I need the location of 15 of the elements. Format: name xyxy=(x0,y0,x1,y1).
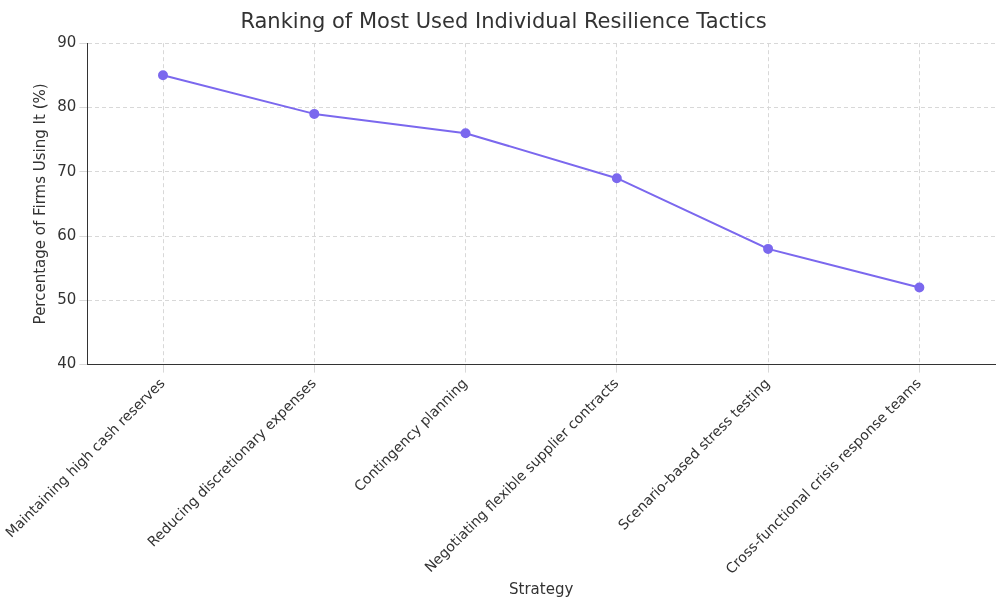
point xyxy=(611,173,622,184)
y-tick-label: 50 xyxy=(57,290,77,309)
point xyxy=(309,108,320,119)
point xyxy=(763,243,774,254)
chart-title: Ranking of Most Used Individual Resilience Tactics xyxy=(240,9,767,34)
y-tick-label: 40 xyxy=(57,354,77,373)
point xyxy=(158,70,168,81)
y-axis-title: Percentage of Firms Using It (%) xyxy=(31,83,50,325)
point xyxy=(914,282,925,293)
y-tick-label: 60 xyxy=(57,225,77,244)
y-tick-label: 80 xyxy=(57,97,77,116)
x-axis-title: Strategy xyxy=(509,579,574,598)
y-tick-label: 70 xyxy=(57,161,77,180)
y-tick-label: 90 xyxy=(57,33,77,52)
point xyxy=(460,128,471,139)
